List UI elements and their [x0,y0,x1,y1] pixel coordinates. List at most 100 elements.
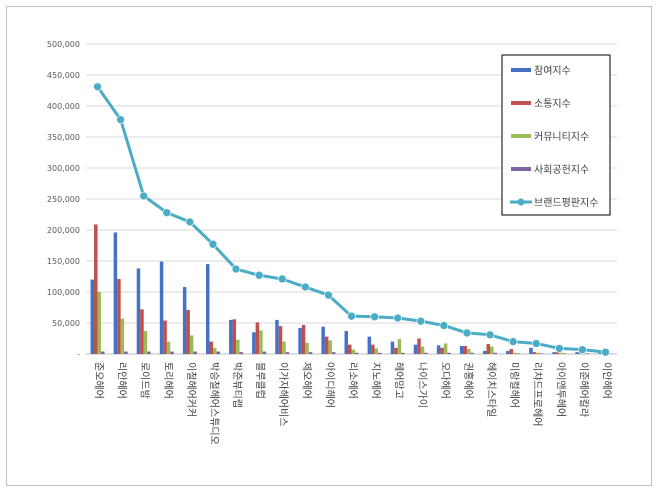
line-point [324,290,333,300]
bar-커뮤니티지수 [443,343,448,354]
line-point [277,274,287,284]
bar-참여지수 [529,347,533,354]
legend-label: 브랜드평판지수 [534,197,598,209]
bar-참여지수 [367,336,372,354]
bar-소통지수 [117,278,121,354]
bar-참여지수 [90,279,95,354]
bar-사회공헌지수 [216,351,220,354]
bar-소통지수 [301,324,306,354]
bar-참여지수 [390,341,395,354]
x-category-label: 지노헤어 [370,362,382,399]
line-point [462,328,472,338]
bar-참여지수 [182,287,187,354]
bar-사회공헌지수 [170,351,174,354]
bar-사회공헌지수 [493,352,498,354]
bar-커뮤니티지수 [120,318,125,354]
x-category-label: 로이드밤 [139,362,151,399]
bar-커뮤니티지수 [259,330,263,354]
bar-커뮤니티지수 [490,346,494,354]
bar-커뮤니티지수 [559,352,563,354]
y-tick-label: 200,000 [47,226,80,235]
bar-소통지수 [163,320,167,354]
bar-소통지수 [140,309,144,354]
bar-사회공헌지수 [355,352,359,354]
bar-소통지수 [532,352,537,354]
x-category-label: 이안헤어 [600,362,612,399]
line-point [93,82,102,92]
line-point [231,264,241,274]
bar-커뮤니티지수 [97,292,102,354]
y-tick-label: 350,000 [47,133,80,142]
bar-참여지수 [298,327,302,354]
bar-커뮤니티지수 [374,348,379,354]
x-category-label: 나이스가이 [416,362,428,408]
line-point [185,217,195,227]
line-point [162,208,172,217]
x-category-label: 아이앤투헤어 [554,362,566,417]
x-category-label: 준오헤어 [93,362,105,399]
line-point [508,337,518,346]
bar-사회공헌지수 [447,352,451,354]
bar-커뮤니티지수 [328,340,332,354]
bar-사회공헌지수 [262,351,267,354]
legend-swatch [511,101,531,105]
bar-사회공헌지수 [193,351,197,354]
bar-참여지수 [459,345,464,354]
bar-소통지수 [94,224,98,354]
legend-marker [517,198,525,206]
bar-사회공헌지수 [378,352,382,354]
legend-swatch [511,167,531,171]
line-point [347,311,356,321]
line-point [416,316,426,326]
bar-사회공헌지수 [424,352,428,354]
bar-사회공헌지수 [562,353,567,354]
line-point [208,239,218,249]
line-point [139,191,149,201]
line-point [301,282,310,292]
bar-소통지수 [555,352,560,354]
bar-참여지수 [205,264,210,354]
bar-소통지수 [324,336,329,354]
bar-커뮤니티지수 [536,352,540,354]
bar-사회공헌지수 [401,352,405,354]
line-point [370,312,379,322]
bar-사회공헌지수 [239,352,244,354]
line-point [439,321,449,330]
bar-커뮤니티지수 [513,352,517,354]
y-tick-label: 450,000 [47,71,80,80]
bar-커뮤니티지수 [189,335,194,354]
bar-참여지수 [321,326,325,354]
line-point [254,270,264,280]
bar-소통지수 [232,319,237,354]
bar-소통지수 [509,349,514,354]
bar-사회공헌지수 [470,352,474,354]
legend-swatch [511,68,531,72]
bar-참여지수 [229,319,233,354]
bar-참여지수 [506,350,510,354]
legend-swatch [511,134,531,138]
y-tick-label: 50,000 [52,319,80,328]
bar-참여지수 [413,344,418,354]
bar-커뮤니티지수 [351,349,355,354]
bar-소통지수 [186,309,190,354]
line-point [485,330,495,340]
y-tick-label: 250,000 [47,195,80,204]
bar-참여지수 [275,319,279,354]
bar-참여지수 [436,345,441,354]
bar-참여지수 [575,352,579,354]
bar-사회공헌지수 [516,353,521,354]
line-point [578,345,587,354]
y-tick-label: 300,000 [47,164,80,173]
x-category-label: 이준헤어칼라 [577,362,590,417]
bar-커뮤니티지수 [397,339,402,354]
bar-소통지수 [255,322,260,354]
line-point [393,313,402,323]
bar-커뮤니티지수 [236,339,240,354]
x-category-label: 리챠드프로헤어 [531,362,543,426]
x-category-label: 이가자헤어비스 [277,362,289,426]
bar-커뮤니티지수 [305,342,309,354]
legend-label: 사회공헌지수 [534,164,589,176]
bar-참여지수 [483,350,487,354]
bar-참여지수 [252,332,256,354]
